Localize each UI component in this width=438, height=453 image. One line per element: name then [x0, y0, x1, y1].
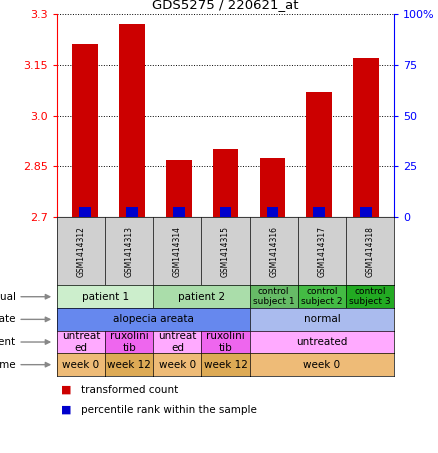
Text: week 0: week 0 — [63, 360, 99, 370]
Text: week 0: week 0 — [304, 360, 340, 370]
Bar — [126, 207, 138, 217]
Text: patient 1: patient 1 — [81, 292, 129, 302]
Bar — [353, 58, 379, 217]
Bar — [267, 207, 278, 217]
Text: GSM1414318: GSM1414318 — [366, 226, 374, 277]
Text: control
subject 1: control subject 1 — [253, 287, 295, 306]
Text: agent: agent — [0, 337, 16, 347]
Text: GSM1414313: GSM1414313 — [125, 226, 134, 277]
Bar — [360, 207, 372, 217]
Text: GSM1414317: GSM1414317 — [318, 226, 326, 277]
Text: transformed count: transformed count — [81, 385, 178, 395]
Text: GSM1414314: GSM1414314 — [173, 226, 182, 277]
Text: week 12: week 12 — [204, 360, 247, 370]
Text: week 12: week 12 — [107, 360, 151, 370]
Text: time: time — [0, 360, 16, 370]
Text: percentile rank within the sample: percentile rank within the sample — [81, 405, 257, 415]
Bar — [213, 149, 238, 217]
Bar — [166, 159, 191, 217]
Text: GSM1414316: GSM1414316 — [269, 226, 278, 277]
Text: week 0: week 0 — [159, 360, 196, 370]
Text: patient 2: patient 2 — [178, 292, 225, 302]
Text: ruxolini
tib: ruxolini tib — [206, 331, 245, 353]
Bar — [314, 207, 325, 217]
Title: GDS5275 / 220621_at: GDS5275 / 220621_at — [152, 0, 299, 11]
Text: individual: individual — [0, 292, 16, 302]
Text: ruxolini
tib: ruxolini tib — [110, 331, 148, 353]
Text: control
subject 2: control subject 2 — [301, 287, 343, 306]
Bar — [173, 207, 184, 217]
Bar — [79, 207, 91, 217]
Text: normal: normal — [304, 314, 340, 324]
Text: ■: ■ — [61, 405, 72, 415]
Text: GSM1414315: GSM1414315 — [221, 226, 230, 277]
Bar — [119, 24, 145, 217]
Text: untreated: untreated — [296, 337, 348, 347]
Text: alopecia areata: alopecia areata — [113, 314, 194, 324]
Text: ■: ■ — [61, 385, 72, 395]
Bar — [220, 207, 231, 217]
Text: untreat
ed: untreat ed — [62, 331, 100, 353]
Text: GSM1414312: GSM1414312 — [77, 226, 85, 277]
Bar — [306, 92, 332, 217]
Text: disease state: disease state — [0, 314, 16, 324]
Bar — [72, 44, 98, 217]
Text: untreat
ed: untreat ed — [158, 331, 197, 353]
Bar — [260, 158, 285, 217]
Text: control
subject 3: control subject 3 — [349, 287, 391, 306]
